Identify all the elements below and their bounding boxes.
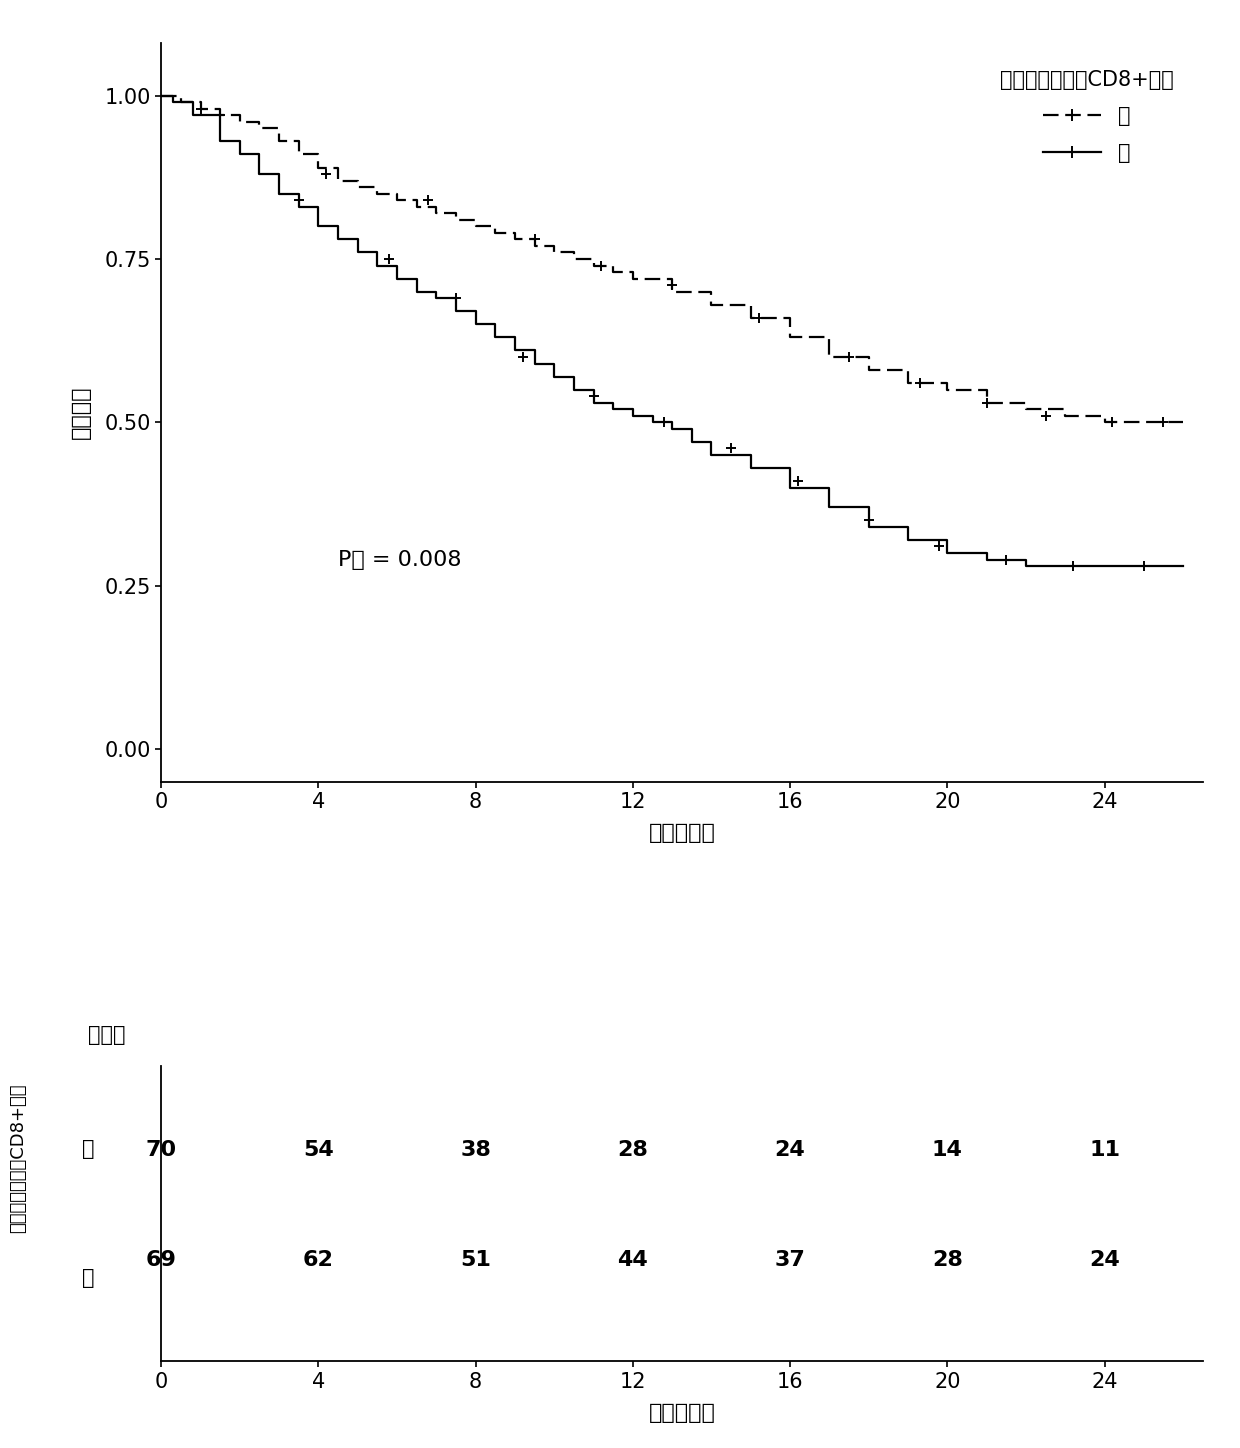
X-axis label: 时间（月）: 时间（月） <box>649 822 715 843</box>
Legend: 低, 高: 低, 高 <box>992 61 1182 171</box>
Text: 基于影像组学的CD8+评分: 基于影像组学的CD8+评分 <box>10 1083 27 1234</box>
Text: 70: 70 <box>145 1140 177 1160</box>
Text: P値 = 0.008: P値 = 0.008 <box>339 550 461 571</box>
Text: 51: 51 <box>460 1250 491 1270</box>
Text: 28: 28 <box>618 1140 649 1160</box>
Y-axis label: 生存概率: 生存概率 <box>71 385 91 439</box>
Text: 69: 69 <box>146 1250 176 1270</box>
Text: 62: 62 <box>303 1250 334 1270</box>
Text: 54: 54 <box>303 1140 334 1160</box>
Text: 38: 38 <box>460 1140 491 1160</box>
X-axis label: 时间（月）: 时间（月） <box>649 1403 715 1422</box>
Text: 37: 37 <box>775 1250 806 1270</box>
Text: 28: 28 <box>932 1250 962 1270</box>
Text: 24: 24 <box>1089 1250 1120 1270</box>
Text: 11: 11 <box>1089 1140 1120 1160</box>
Text: 高: 高 <box>82 1268 94 1289</box>
Text: 低: 低 <box>82 1138 94 1158</box>
Text: 危险数: 危险数 <box>88 1025 125 1045</box>
Text: 24: 24 <box>775 1140 806 1160</box>
Text: 14: 14 <box>932 1140 962 1160</box>
Text: 44: 44 <box>618 1250 649 1270</box>
